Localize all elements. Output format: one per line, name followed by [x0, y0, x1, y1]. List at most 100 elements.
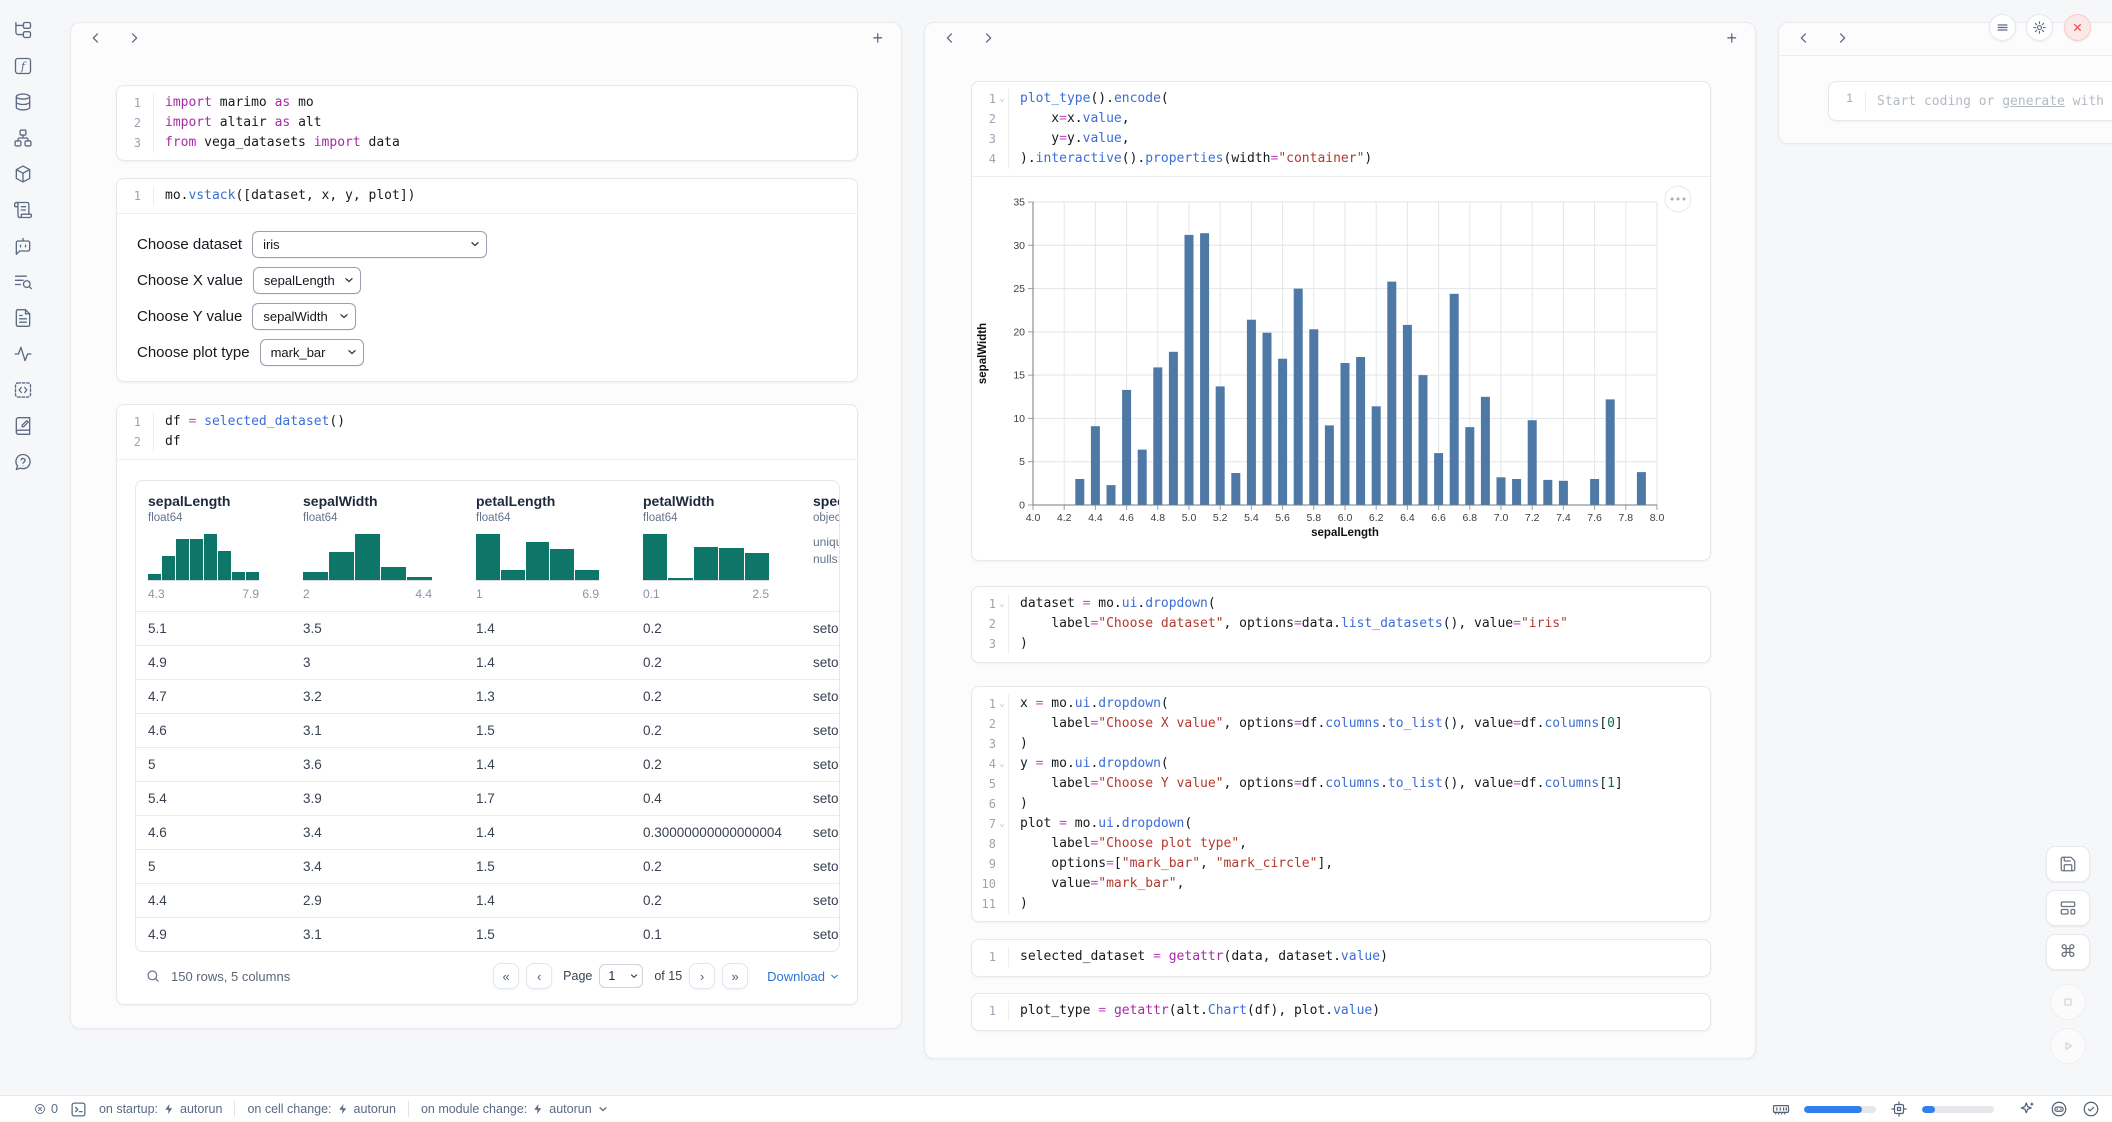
- fold-icon[interactable]: ⌄: [996, 594, 1008, 614]
- code-line[interactable]: 1plot_type = getattr(alt.Chart(df), plot…: [972, 1001, 1710, 1021]
- table-row[interactable]: 5.13.51.40.2setosa: [136, 611, 840, 645]
- code-line[interactable]: 1⌄dataset = mo.ui.dropdown(: [972, 594, 1710, 614]
- connection-status-icon[interactable]: [2082, 1100, 2100, 1118]
- column-next-button[interactable]: [125, 30, 143, 48]
- code-line[interactable]: 1selected_dataset = getattr(data, datase…: [972, 947, 1710, 967]
- sidebar-item-ai-chat[interactable]: [12, 236, 34, 256]
- empty-code-cell[interactable]: 1 Start coding or generate with AI.: [1828, 81, 2112, 121]
- runtime-config-segment-2[interactable]: on module change:autorun: [421, 1102, 609, 1116]
- last-page-button[interactable]: »: [722, 963, 748, 989]
- column-header-petalWidth[interactable]: petalWidthfloat640.12.5: [631, 493, 801, 601]
- sidebar-item-snippets[interactable]: [12, 380, 34, 400]
- code-line[interactable]: 11): [972, 894, 1710, 914]
- column-header-sepalWidth[interactable]: sepalWidthfloat6424.4: [291, 493, 464, 601]
- column-header-petalLength[interactable]: petalLengthfloat6416.9: [464, 493, 631, 601]
- table-row[interactable]: 4.93.11.50.1setosa: [136, 917, 840, 951]
- code-line[interactable]: 4).interactive().properties(width="conta…: [972, 149, 1710, 169]
- table-row[interactable]: 4.73.21.30.2setosa: [136, 679, 840, 713]
- code-line[interactable]: 3): [972, 634, 1710, 654]
- add-cell-button[interactable]: +: [870, 27, 885, 49]
- altair-bar-chart[interactable]: 4.04.24.44.64.85.05.25.45.65.86.06.26.46…: [972, 177, 1710, 560]
- code-line[interactable]: 6): [972, 794, 1710, 814]
- chart-menu-button[interactable]: [1665, 186, 1691, 212]
- first-page-button[interactable]: «: [493, 963, 519, 989]
- generate-with-ai-link[interactable]: generate: [2002, 94, 2065, 109]
- download-button[interactable]: Download: [767, 969, 840, 984]
- column-prev-button[interactable]: [1795, 30, 1813, 48]
- code-line[interactable]: 7⌄plot = mo.ui.dropdown(: [972, 814, 1710, 834]
- table-row[interactable]: 4.42.91.40.2setosa: [136, 883, 840, 917]
- layout-toggle-button[interactable]: [2046, 890, 2090, 926]
- fold-icon[interactable]: ⌄: [996, 754, 1008, 774]
- sidebar-item-file-tree[interactable]: [12, 20, 34, 40]
- terminal-button[interactable]: [70, 1101, 87, 1118]
- code-line[interactable]: 9 options=["mark_bar", "mark_circle"],: [972, 854, 1710, 874]
- code-line[interactable]: 1mo.vstack([dataset, x, y, plot]): [117, 186, 857, 206]
- sidebar-item-dependency-graph[interactable]: [12, 128, 34, 148]
- sidebar-item-scratchpad[interactable]: [12, 200, 34, 220]
- dropdown-select-1[interactable]: sepalLength: [253, 267, 361, 294]
- save-button[interactable]: [2046, 846, 2090, 882]
- column-histogram[interactable]: [148, 532, 259, 581]
- menu-button[interactable]: [1989, 14, 2016, 41]
- code-line[interactable]: 1⌄x = mo.ui.dropdown(: [972, 694, 1710, 714]
- code-line[interactable]: 2 label="Choose X value", options=df.col…: [972, 714, 1710, 734]
- ai-sparkles-icon[interactable]: [2018, 1100, 2036, 1118]
- code-line[interactable]: 1⌄plot_type().encode(: [972, 89, 1710, 109]
- code-line[interactable]: 4⌄y = mo.ui.dropdown(: [972, 754, 1710, 774]
- fold-icon[interactable]: ⌄: [996, 694, 1008, 714]
- code-line[interactable]: 1import marimo as mo: [117, 93, 857, 113]
- add-cell-button[interactable]: +: [1724, 27, 1739, 49]
- code-line[interactable]: 3from vega_datasets import data: [117, 133, 857, 153]
- code-line[interactable]: 10 value="mark_bar",: [972, 874, 1710, 894]
- code-line[interactable]: 1df = selected_dataset(): [117, 412, 857, 432]
- dropdown-select-3[interactable]: mark_bar: [260, 339, 364, 366]
- next-page-button[interactable]: ›: [689, 963, 715, 989]
- code-line[interactable]: 2 x=x.value,: [972, 109, 1710, 129]
- runtime-config-segment-1[interactable]: on cell change:autorun: [247, 1102, 396, 1116]
- code-line[interactable]: 8 label="Choose plot type",: [972, 834, 1710, 854]
- sidebar-item-help[interactable]: [12, 452, 34, 472]
- code-line[interactable]: 2import altair as alt: [117, 113, 857, 133]
- sidebar-item-packages[interactable]: [12, 164, 34, 184]
- table-row[interactable]: 4.63.41.40.30000000000000004setosa: [136, 815, 840, 849]
- dropdown-select-2[interactable]: sepalWidth: [252, 303, 356, 330]
- column-histogram[interactable]: [643, 532, 769, 581]
- interrupt-button[interactable]: [2050, 984, 2086, 1020]
- page-select[interactable]: 1: [599, 964, 643, 988]
- code-line[interactable]: 2 label="Choose dataset", options=data.l…: [972, 614, 1710, 634]
- table-row[interactable]: 53.41.50.2setosa: [136, 849, 840, 883]
- search-icon[interactable]: [145, 968, 161, 984]
- table-row[interactable]: 53.61.40.2setosa: [136, 747, 840, 781]
- close-button[interactable]: [2064, 14, 2091, 41]
- column-next-button[interactable]: [979, 30, 997, 48]
- run-button[interactable]: [2050, 1028, 2086, 1064]
- sidebar-item-notebook[interactable]: [12, 416, 34, 436]
- code-line[interactable]: 2df: [117, 432, 857, 452]
- code-line[interactable]: 3): [972, 734, 1710, 754]
- column-histogram[interactable]: [303, 532, 432, 581]
- fold-icon[interactable]: ⌄: [996, 814, 1008, 834]
- column-next-button[interactable]: [1833, 30, 1851, 48]
- sidebar-item-tracing[interactable]: [12, 344, 34, 364]
- code-line[interactable]: 5 label="Choose Y value", options=df.col…: [972, 774, 1710, 794]
- column-prev-button[interactable]: [941, 30, 959, 48]
- copilot-icon[interactable]: [2050, 1100, 2068, 1118]
- column-header-species[interactable]: speciesobjectunique:nulls:: [801, 493, 840, 601]
- settings-button[interactable]: [2026, 14, 2053, 41]
- table-row[interactable]: 5.43.91.70.4setosa: [136, 781, 840, 815]
- column-header-sepalLength[interactable]: sepalLengthfloat644.37.9: [136, 493, 291, 601]
- prev-page-button[interactable]: ‹: [526, 963, 552, 989]
- sidebar-item-logs[interactable]: [12, 272, 34, 292]
- dropdown-select-0[interactable]: iris: [252, 231, 487, 258]
- code-line[interactable]: 3 y=y.value,: [972, 129, 1710, 149]
- sidebar-item-database[interactable]: [12, 92, 34, 112]
- errors-indicator[interactable]: 0: [34, 1102, 58, 1116]
- table-row[interactable]: 4.931.40.2setosa: [136, 645, 840, 679]
- runtime-config-segment-0[interactable]: on startup:autorun: [99, 1102, 222, 1116]
- command-palette-button[interactable]: ⌘: [2046, 934, 2090, 970]
- sidebar-item-functions[interactable]: f: [12, 56, 34, 76]
- fold-icon[interactable]: ⌄: [996, 89, 1008, 109]
- sidebar-item-documentation[interactable]: [12, 308, 34, 328]
- table-row[interactable]: 4.63.11.50.2setosa: [136, 713, 840, 747]
